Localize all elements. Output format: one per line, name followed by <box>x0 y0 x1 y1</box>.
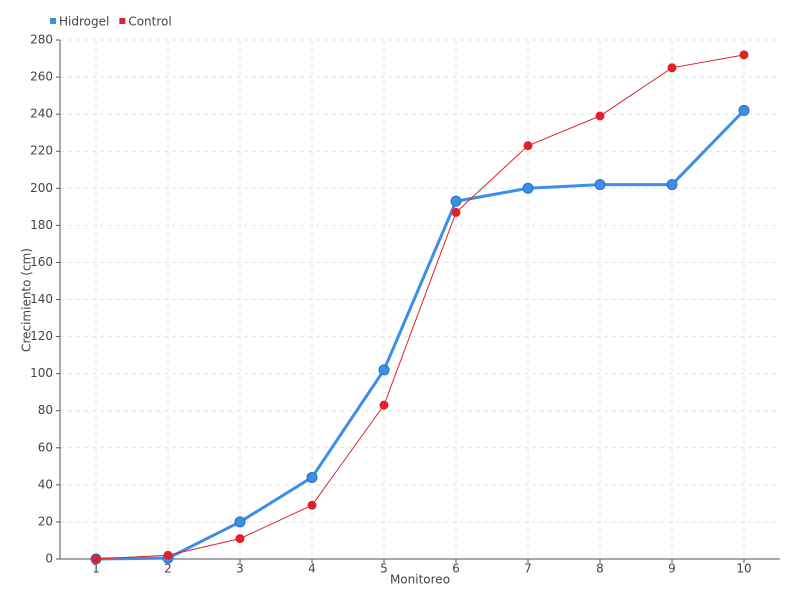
data-point <box>234 516 246 528</box>
y-tick-label: 60 <box>38 440 53 454</box>
data-point <box>739 50 749 60</box>
data-point <box>91 554 101 564</box>
x-tick-label: 10 <box>736 562 751 576</box>
legend-label: Control <box>128 15 171 29</box>
x-tick-label: 6 <box>452 562 460 576</box>
series-line <box>95 109 746 561</box>
data-point <box>235 534 245 544</box>
y-tick-label: 260 <box>30 70 53 84</box>
y-tick-label: 140 <box>30 292 53 306</box>
y-tick-label: 220 <box>30 144 53 158</box>
x-tick-label: 2 <box>164 562 172 576</box>
data-point <box>306 471 318 483</box>
data-point <box>595 111 605 121</box>
y-tick-label: 280 <box>30 33 53 47</box>
y-tick-label: 0 <box>45 552 53 566</box>
y-tick-label: 80 <box>38 403 53 417</box>
data-point <box>307 500 317 510</box>
data-point <box>666 179 678 191</box>
y-tick-label: 160 <box>30 255 53 269</box>
x-tick-label: 9 <box>668 562 676 576</box>
x-tick-label: 4 <box>308 562 316 576</box>
x-tick-label: 8 <box>596 562 604 576</box>
data-point <box>522 182 534 194</box>
data-point <box>451 207 461 217</box>
x-axis-label: Monitoreo <box>390 573 450 587</box>
series-line <box>95 54 745 560</box>
data-point <box>450 195 462 207</box>
legend-swatch <box>50 18 56 24</box>
y-tick-label: 180 <box>30 218 53 232</box>
y-tick-label: 120 <box>30 329 53 343</box>
x-tick-label: 1 <box>92 562 100 576</box>
data-point <box>163 550 173 560</box>
y-tick-label: 240 <box>30 107 53 121</box>
y-tick-label: 100 <box>30 366 53 380</box>
data-point <box>523 141 533 151</box>
legend-label: Hidrogel <box>59 15 109 29</box>
y-tick-label: 40 <box>38 477 53 491</box>
data-point <box>379 400 389 410</box>
legend-swatch <box>119 18 126 24</box>
y-tick-label: 200 <box>30 181 53 195</box>
data-point <box>738 104 750 116</box>
data-point <box>378 364 390 376</box>
x-tick-label: 7 <box>524 562 532 576</box>
y-axis-label: Crecimiento (cm) <box>20 248 34 352</box>
x-tick-label: 5 <box>380 562 388 576</box>
data-point <box>594 179 606 191</box>
x-tick-label: 3 <box>236 562 244 576</box>
data-point <box>667 63 677 73</box>
y-tick-label: 20 <box>38 514 53 528</box>
